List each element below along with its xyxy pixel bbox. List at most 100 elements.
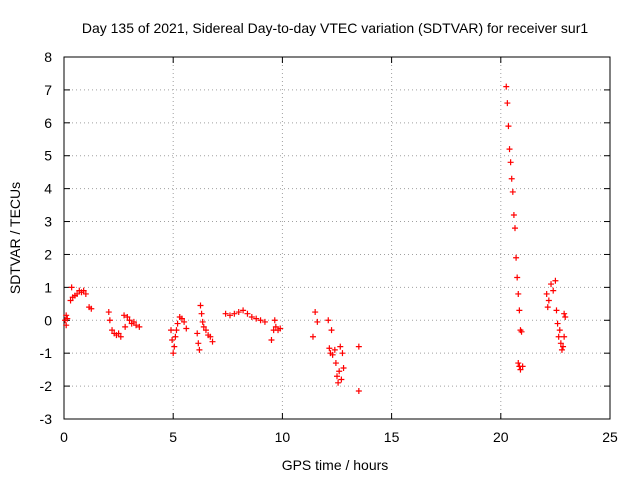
data-point (335, 379, 342, 386)
data-point (106, 317, 113, 324)
data-point (329, 351, 336, 358)
data-point (196, 346, 203, 353)
x-tick-label: 5 (169, 429, 177, 445)
data-point (183, 325, 190, 332)
data-point (337, 343, 344, 350)
data-point (504, 100, 511, 107)
y-tick-label: 8 (44, 49, 52, 65)
data-point (514, 274, 521, 281)
data-point (181, 318, 188, 325)
data-point (253, 315, 260, 322)
y-axis-label: SDTVAR / TECUs (7, 182, 23, 294)
data-point (332, 360, 339, 367)
data-point (124, 313, 131, 320)
x-axis-label: GPS time / hours (282, 457, 389, 473)
data-point (115, 330, 122, 337)
y-tick-label: 5 (44, 148, 52, 164)
y-tick-label: -2 (40, 378, 53, 394)
data-point (336, 368, 343, 375)
data-point (200, 323, 207, 330)
y-tick-label: 4 (44, 181, 52, 197)
data-point (272, 323, 279, 330)
data-point (312, 309, 319, 316)
data-point (543, 290, 550, 297)
data-point (197, 302, 204, 309)
data-point (169, 337, 176, 344)
data-point (561, 310, 568, 317)
y-tick-label: 1 (44, 279, 52, 295)
data-point (244, 310, 251, 317)
data-point (555, 333, 562, 340)
data-point (126, 317, 133, 324)
data-point (88, 305, 95, 312)
data-point (503, 83, 510, 90)
data-point (328, 327, 335, 334)
data-point (74, 290, 81, 297)
data-point (67, 297, 74, 304)
x-tick-label: 15 (384, 429, 400, 445)
data-point (171, 343, 178, 350)
data-point (240, 307, 247, 314)
data-point (339, 350, 346, 357)
data-point (198, 310, 205, 317)
data-point (552, 277, 559, 284)
data-point (257, 317, 264, 324)
x-tick-label: 20 (493, 429, 509, 445)
y-tick-label: 3 (44, 214, 52, 230)
data-point (109, 327, 116, 334)
x-tick-label: 10 (275, 429, 291, 445)
data-point (325, 317, 332, 324)
data-point (515, 290, 522, 297)
data-point (130, 318, 137, 325)
plot-frame (63, 56, 611, 420)
data-point (544, 304, 551, 311)
data-point (338, 376, 345, 383)
data-point (507, 159, 514, 166)
data-point (340, 364, 347, 371)
data-point (63, 322, 70, 329)
data-point (314, 318, 321, 325)
data-point (355, 388, 362, 395)
data-point (277, 325, 284, 332)
data-point (136, 323, 143, 330)
data-point (170, 350, 177, 357)
data-point (557, 340, 564, 347)
axis-ticks (63, 56, 611, 420)
chart-title: Day 135 of 2021, Sidereal Day-to-day VTE… (82, 20, 588, 36)
data-point (511, 225, 518, 232)
data-point (517, 366, 524, 373)
data-point (68, 284, 75, 291)
data-point (199, 318, 206, 325)
data-point (519, 363, 526, 370)
data-point (235, 309, 242, 316)
data-point (226, 312, 233, 319)
x-tick-label: 25 (602, 429, 618, 445)
data-point (168, 327, 175, 334)
y-tick-label: 7 (44, 82, 52, 98)
data-point (548, 281, 555, 288)
data-point (271, 317, 278, 324)
data-point (174, 320, 181, 327)
data-point (309, 333, 316, 340)
data-point (508, 175, 515, 182)
grid-lines (64, 57, 610, 419)
data-point (261, 318, 268, 325)
data-point (231, 310, 238, 317)
data-point (558, 346, 565, 353)
y-tick-label: -1 (40, 345, 53, 361)
data-point (63, 312, 70, 319)
data-point (513, 254, 520, 261)
data-point (133, 322, 140, 329)
data-point (194, 330, 201, 337)
x-tick-label: 0 (60, 429, 68, 445)
data-point (117, 333, 124, 340)
data-point (509, 188, 516, 195)
data-point (207, 333, 214, 340)
data-point (105, 309, 112, 316)
data-point (554, 320, 561, 327)
data-point (355, 343, 362, 350)
data-point (506, 146, 513, 153)
data-point (326, 345, 333, 352)
data-point (561, 333, 568, 340)
data-point (268, 337, 275, 344)
